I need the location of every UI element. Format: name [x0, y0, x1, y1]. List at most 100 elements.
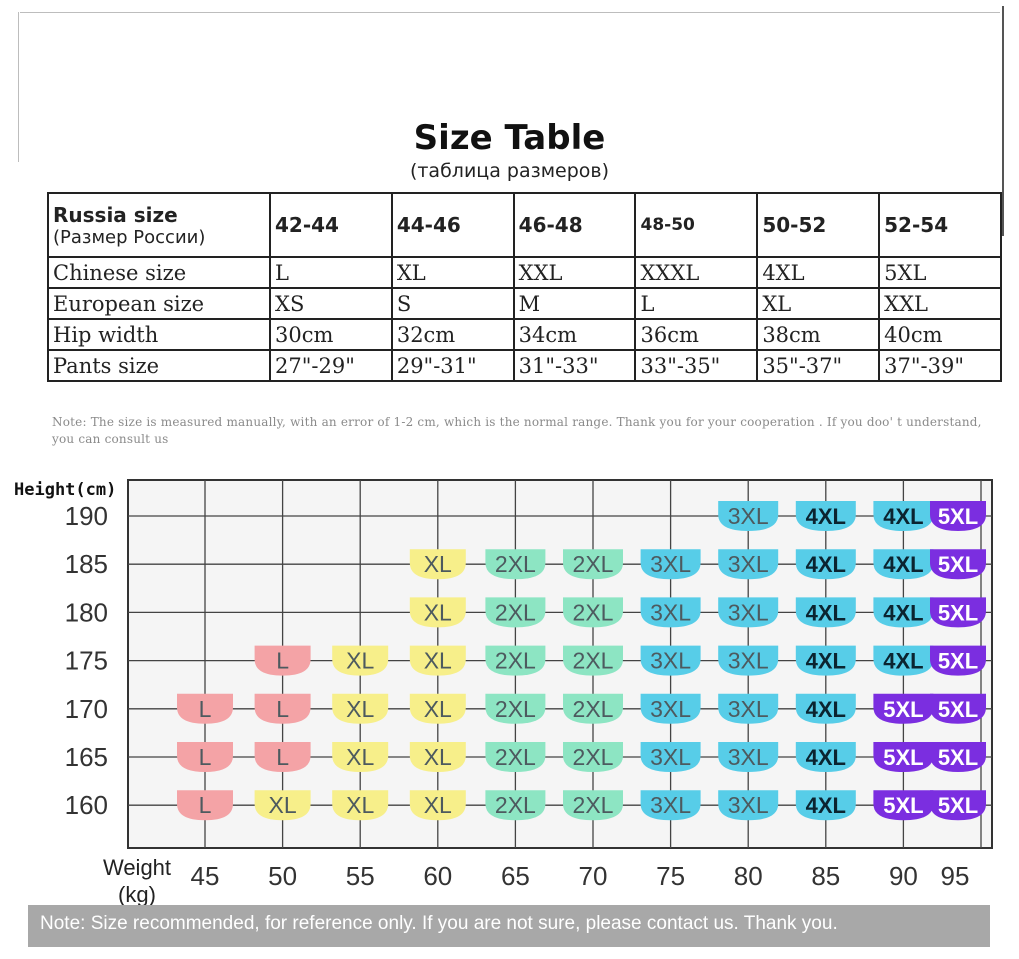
x-tick-label: 60 [423, 861, 452, 891]
y-tick-label: 185 [65, 549, 108, 579]
size-badge [485, 549, 546, 580]
column-header: 42-44 [269, 192, 393, 258]
size-badge [485, 790, 546, 821]
size-badge [930, 790, 986, 821]
x-tick-label: 90 [889, 861, 918, 891]
row-label: Chinese size [47, 256, 271, 289]
right-frame-line [1002, 6, 1004, 236]
size-badge [332, 742, 389, 772]
table-cell: 40cm [878, 318, 1002, 351]
table-cell: XXXL [634, 256, 759, 289]
size-badge-label: 5XL [938, 697, 978, 722]
size-badge-label: 3XL [650, 551, 691, 577]
x-tick-label: 95 [941, 861, 970, 891]
size-badge-label: 2XL [573, 696, 614, 722]
size-badge-label: 3XL [728, 792, 769, 818]
chart-svg: Height(cm)190 185 180 175 170 165 160 Weight(kg… [14, 479, 993, 907]
x-tick-label: 50 [268, 861, 297, 891]
table-row: Hip width 30cm 32cm 34cm 36cm 38cm 40cm [47, 318, 1002, 351]
size-badge-label: XL [346, 696, 374, 722]
x-tick-label: 70 [579, 861, 608, 891]
size-badge-label: 5XL [938, 504, 978, 529]
row-label: Pants size [47, 349, 271, 382]
x-axis-label: Weight [103, 855, 171, 880]
size-badge-label: 2XL [573, 792, 614, 818]
y-tick-label: 165 [65, 742, 108, 772]
table-cell: 33"-35" [634, 349, 759, 382]
size-badge-label: XL [424, 599, 452, 625]
size-badge [873, 549, 934, 580]
size-badge-label: 4XL [883, 504, 923, 529]
size-badge [795, 645, 856, 676]
russia-size-label: Russia size [53, 202, 178, 227]
size-badge-label: 2XL [495, 648, 536, 674]
x-axis-label-unit: (kg) [118, 882, 156, 907]
size-badge-label: 5XL [938, 745, 978, 770]
size-badge-label: 2XL [573, 744, 614, 770]
size-badge-label: 3XL [728, 551, 769, 577]
size-badge [930, 501, 986, 531]
size-badge [177, 742, 233, 772]
y-tick-label: 160 [65, 790, 108, 820]
size-badge-label: L [199, 696, 212, 722]
size-badge [795, 501, 856, 531]
size-badge-label: 4XL [883, 600, 923, 625]
size-badge-label: 3XL [728, 503, 769, 529]
size-badge [795, 549, 856, 580]
size-badge-label: XL [346, 744, 374, 770]
size-badge-label: 4XL [806, 697, 846, 722]
size-badge-label: XL [424, 648, 452, 674]
table-cell: 31"-33" [512, 349, 637, 382]
table-cell: XL [756, 287, 881, 320]
measurement-note: Note: The size is measured manually, wit… [52, 415, 982, 446]
size-badge-label: 5XL [883, 793, 923, 818]
size-badge [409, 790, 466, 821]
size-badge [930, 645, 986, 676]
size-badge-label: 3XL [728, 599, 769, 625]
size-badge-label: 5XL [938, 649, 978, 674]
size-badge [640, 742, 701, 772]
row-label: Hip width [47, 318, 271, 351]
table-row: Chinese size L XL XXL XXXL 4XL 5XL [47, 256, 1002, 289]
table-row: Pants size 27"-29" 29"-31" 31"-33" 33"-3… [47, 349, 1002, 382]
size-badge-label: 5XL [938, 793, 978, 818]
page-subtitle: (таблица размеров) [409, 160, 610, 182]
russia-size-sublabel: (Размер России) [53, 226, 206, 248]
size-badge-label: 5XL [883, 697, 923, 722]
x-tick-label: 75 [656, 861, 685, 891]
size-badge-label: 3XL [728, 744, 769, 770]
size-badge [563, 742, 623, 772]
size-badge [563, 693, 623, 724]
size-badge [640, 549, 701, 580]
size-badge [873, 790, 934, 821]
x-tick-label: 80 [734, 861, 763, 891]
table-cell: 5XL [878, 256, 1002, 289]
table-cell: 37"-39" [878, 349, 1002, 382]
size-badge-label: 2XL [495, 551, 536, 577]
size-badge-label: XL [269, 792, 297, 818]
size-badge-label: XL [346, 792, 374, 818]
size-badge-label: 2XL [573, 551, 614, 577]
size-badge-label: L [199, 792, 212, 818]
table-cell: 35"-37" [756, 349, 881, 382]
size-badge-label: L [276, 648, 289, 674]
size-table: Russia size (Размер России) 42-44 44-46 … [47, 192, 1002, 382]
size-badge-label: 2XL [573, 599, 614, 625]
row-label: European size [47, 287, 271, 320]
table-cell: 4XL [756, 256, 881, 289]
size-badge [873, 597, 934, 628]
table-cell: M [512, 287, 637, 320]
size-badge-label: 5XL [938, 552, 978, 577]
table-cell: XL [390, 256, 515, 289]
column-header: 44-46 [390, 192, 515, 258]
size-badge [254, 790, 311, 821]
size-badge [795, 597, 856, 628]
table-cell: S [390, 287, 515, 320]
size-badge [718, 501, 779, 531]
size-badge-label: L [276, 744, 289, 770]
table-cell: 38cm [756, 318, 881, 351]
x-tick-label: 45 [191, 861, 220, 891]
table-cell: L [269, 256, 393, 289]
size-badge [795, 742, 856, 772]
size-badge [718, 790, 779, 821]
